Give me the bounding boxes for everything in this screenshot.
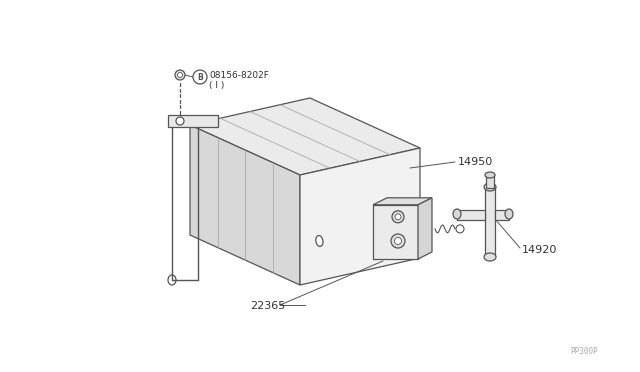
Ellipse shape bbox=[484, 253, 496, 261]
Polygon shape bbox=[300, 148, 420, 285]
Circle shape bbox=[394, 237, 401, 244]
Text: PP300P: PP300P bbox=[570, 347, 598, 356]
Circle shape bbox=[395, 214, 401, 220]
Circle shape bbox=[392, 211, 404, 223]
Text: 14950: 14950 bbox=[458, 157, 493, 167]
Circle shape bbox=[394, 237, 401, 244]
Circle shape bbox=[395, 214, 401, 220]
Text: B: B bbox=[197, 73, 203, 82]
Ellipse shape bbox=[316, 235, 323, 247]
Circle shape bbox=[175, 70, 185, 80]
Polygon shape bbox=[373, 205, 418, 259]
Circle shape bbox=[177, 73, 182, 77]
Polygon shape bbox=[190, 98, 420, 175]
Text: 08156-8202F
( I ): 08156-8202F ( I ) bbox=[209, 71, 269, 90]
Polygon shape bbox=[373, 198, 432, 205]
Polygon shape bbox=[457, 210, 485, 220]
Polygon shape bbox=[485, 187, 495, 257]
Circle shape bbox=[193, 70, 207, 84]
Polygon shape bbox=[190, 125, 300, 285]
Ellipse shape bbox=[485, 172, 495, 178]
Circle shape bbox=[456, 225, 464, 233]
Circle shape bbox=[392, 211, 404, 223]
Polygon shape bbox=[495, 210, 509, 220]
Polygon shape bbox=[168, 115, 218, 127]
Text: 14920: 14920 bbox=[522, 245, 557, 255]
Ellipse shape bbox=[505, 209, 513, 219]
Polygon shape bbox=[486, 175, 494, 188]
Circle shape bbox=[391, 234, 405, 248]
Circle shape bbox=[176, 117, 184, 125]
Ellipse shape bbox=[484, 183, 496, 191]
Text: 22365: 22365 bbox=[250, 301, 285, 311]
Polygon shape bbox=[418, 198, 432, 259]
Circle shape bbox=[391, 234, 405, 248]
Ellipse shape bbox=[453, 209, 461, 219]
